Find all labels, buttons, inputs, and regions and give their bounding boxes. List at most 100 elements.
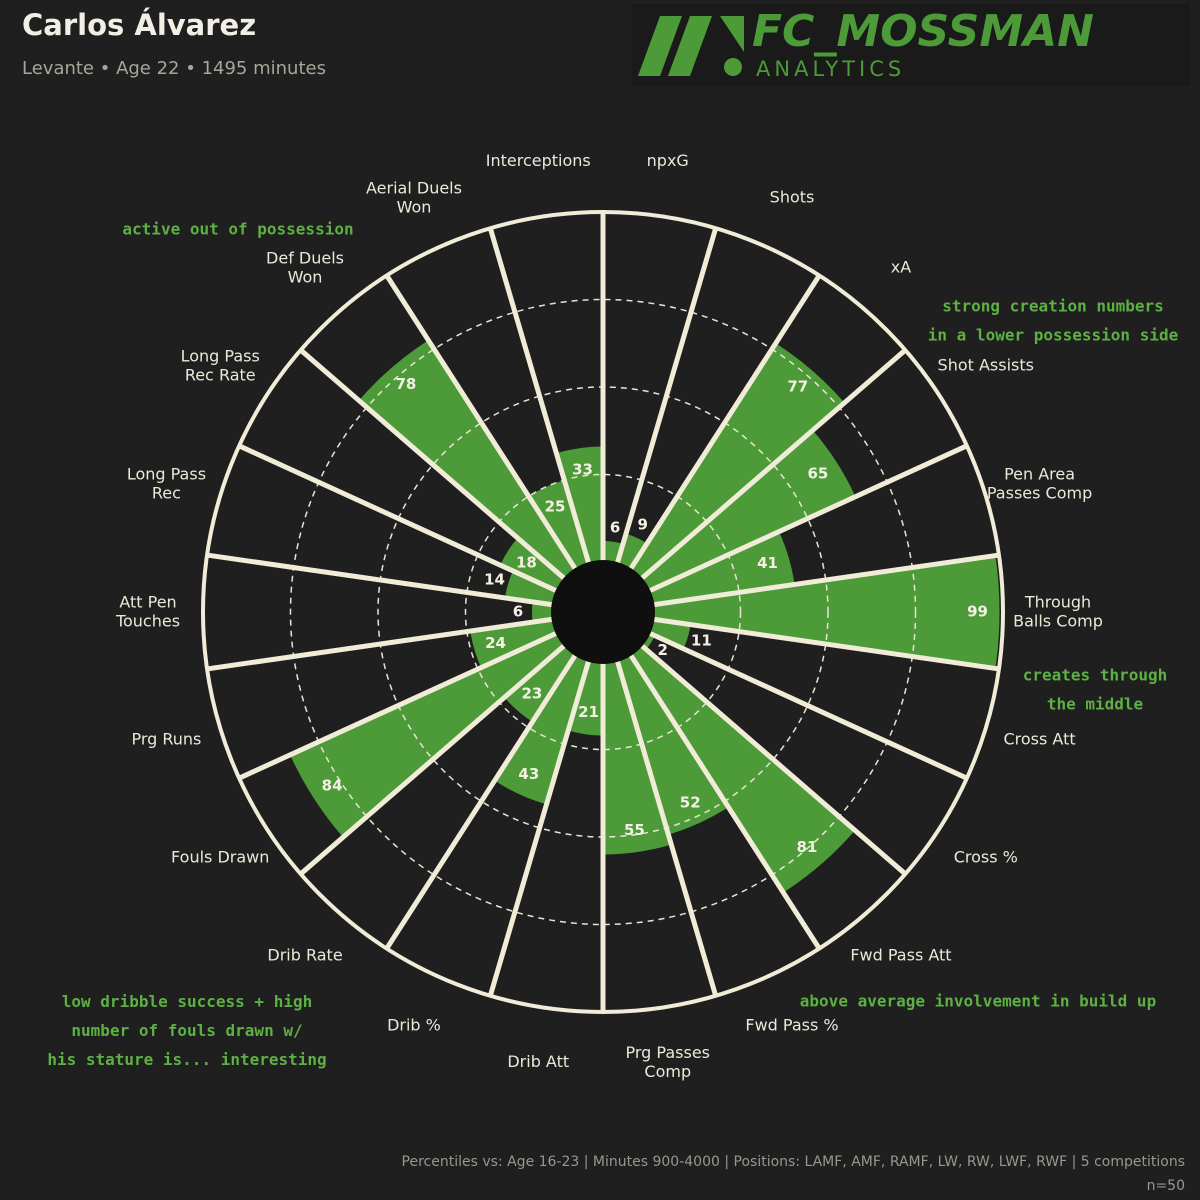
logo-stripe xyxy=(638,16,682,76)
category-label: Drib Rate xyxy=(267,945,342,964)
logo-stripe xyxy=(668,16,712,76)
category-label: Shot Assists xyxy=(938,356,1034,375)
spoke xyxy=(614,227,719,565)
spoke xyxy=(652,552,1000,608)
annotation: active out of possession xyxy=(122,220,353,239)
bar xyxy=(648,619,691,649)
logo-triangle xyxy=(720,16,744,52)
spoke xyxy=(206,616,554,672)
annotation: creates through the middle xyxy=(1023,665,1168,713)
bar xyxy=(652,555,1000,669)
plot: 6 npxG 9 Shots 77 xA 65 Shot Assists 41 Pen Area P… xyxy=(47,151,1178,1080)
bar xyxy=(470,619,558,668)
value-label: 14 xyxy=(484,571,505,589)
value-label: 52 xyxy=(680,794,701,812)
value-label: 2 xyxy=(658,641,668,659)
spoke xyxy=(487,227,592,565)
value-label: 11 xyxy=(691,631,712,649)
bar xyxy=(648,531,795,605)
spoke xyxy=(238,443,559,594)
spoke xyxy=(627,274,822,572)
spoke xyxy=(652,616,1000,672)
category-label: npxG xyxy=(647,151,689,170)
value-label: 43 xyxy=(518,765,539,783)
logo-main: FC_MOSSMAN xyxy=(752,6,1094,57)
footer-sample: n=50 xyxy=(1147,1178,1185,1194)
outer-ring xyxy=(201,210,1005,1014)
category-label: Drib Att xyxy=(507,1052,569,1071)
bar xyxy=(556,446,603,565)
player-subtitle: Levante • Age 22 • 1495 minutes xyxy=(22,58,326,79)
spoke xyxy=(299,642,567,876)
value-label: 33 xyxy=(572,460,593,478)
bar xyxy=(640,430,856,592)
value-label: 25 xyxy=(545,497,566,515)
category-label: Def Duels Won xyxy=(266,248,344,286)
value-label: 24 xyxy=(485,634,506,652)
value-label: 41 xyxy=(757,554,778,572)
category-label: Cross Att xyxy=(1003,730,1075,749)
value-label: 65 xyxy=(808,464,829,482)
category-label: Interceptions xyxy=(486,151,591,170)
value-label: 23 xyxy=(522,684,543,702)
value-label: 99 xyxy=(967,603,988,621)
value-label: 9 xyxy=(637,516,647,534)
grid-circle xyxy=(464,473,742,751)
spoke xyxy=(299,348,567,582)
value-label: 55 xyxy=(624,821,645,839)
annotation: low dribble success + high number of foul… xyxy=(47,992,326,1069)
spoke xyxy=(627,652,822,950)
bar xyxy=(617,654,729,835)
category-label: Prg Passes Comp xyxy=(626,1042,711,1080)
center-hole xyxy=(551,560,655,664)
bar xyxy=(290,632,566,838)
annotation: strong creation numbers in a lower posses… xyxy=(928,296,1178,344)
bar xyxy=(358,340,576,580)
spoke xyxy=(206,552,554,608)
category-label: Drib % xyxy=(387,1015,441,1034)
category-label: Fwd Pass % xyxy=(745,1015,838,1034)
value-label: 6 xyxy=(513,603,523,621)
logo-dot xyxy=(724,58,742,76)
category-label: Fouls Drawn xyxy=(171,847,269,866)
spoke xyxy=(384,274,579,572)
value-label: 6 xyxy=(610,518,620,536)
logo: FC_MOSSMAN ANALYTICS xyxy=(632,4,1190,86)
bar xyxy=(500,538,566,592)
bar xyxy=(568,659,603,736)
spoke xyxy=(639,642,907,876)
category-label: Long Pass Rec xyxy=(127,464,206,502)
spoke xyxy=(614,659,719,997)
player-name: Carlos Álvarez xyxy=(22,8,256,42)
category-label: Fwd Pass Att xyxy=(850,945,951,964)
bar xyxy=(494,654,589,805)
annotation: above average involvement in build up xyxy=(800,992,1156,1011)
bar xyxy=(630,343,845,580)
spoke xyxy=(647,443,968,594)
spoke xyxy=(647,630,968,781)
category-label: Att Pen Touches xyxy=(115,592,180,630)
bar xyxy=(630,644,856,893)
value-label: 81 xyxy=(797,838,818,856)
category-label: Cross % xyxy=(954,847,1018,866)
value-label: 21 xyxy=(578,703,599,721)
category-label: Aerial Duels Won xyxy=(366,178,462,216)
category-label: Shots xyxy=(770,188,815,207)
bar xyxy=(504,644,576,722)
value-label: 78 xyxy=(395,375,416,393)
category-label: xA xyxy=(891,258,911,277)
category-label: Through Balls Comp xyxy=(1013,592,1103,630)
logo-sub: ANALYTICS xyxy=(756,57,905,81)
category-label: Pen Area Passes Comp xyxy=(987,464,1092,502)
bar xyxy=(532,601,554,623)
value-label: 18 xyxy=(516,553,537,571)
category-label: Long Pass Rec Rate xyxy=(181,346,260,384)
grid-circle xyxy=(289,298,917,926)
bar xyxy=(603,659,672,855)
bar xyxy=(528,480,589,570)
category-label: Prg Runs xyxy=(131,730,201,749)
spoke xyxy=(639,348,907,582)
value-label: 77 xyxy=(787,378,808,396)
spoke xyxy=(487,659,592,997)
